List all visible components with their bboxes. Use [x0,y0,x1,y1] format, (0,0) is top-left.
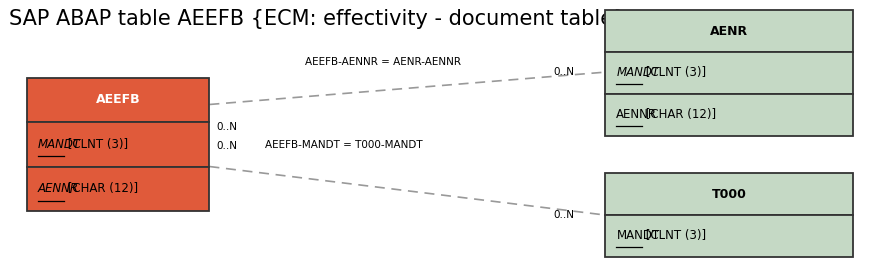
FancyBboxPatch shape [27,122,209,166]
FancyBboxPatch shape [605,215,853,257]
Text: AENNR: AENNR [38,182,79,195]
FancyBboxPatch shape [27,166,209,211]
Text: MANDT: MANDT [617,230,659,243]
FancyBboxPatch shape [27,78,209,122]
Text: MANDT: MANDT [38,138,81,151]
Text: AENNR: AENNR [617,108,658,121]
Text: [CLNT (3)]: [CLNT (3)] [643,230,706,243]
Text: [CLNT (3)]: [CLNT (3)] [64,138,128,151]
Text: AEEFB-AENNR = AENR-AENNR: AEEFB-AENNR = AENR-AENNR [306,57,462,67]
Text: 0..N: 0..N [554,67,575,77]
FancyBboxPatch shape [605,52,853,94]
Text: [CHAR (12)]: [CHAR (12)] [643,108,717,121]
Text: AENR: AENR [710,25,748,37]
Text: AEEFB-MANDT = T000-MANDT: AEEFB-MANDT = T000-MANDT [266,140,423,150]
Text: T000: T000 [712,188,746,201]
Text: [CLNT (3)]: [CLNT (3)] [643,66,706,79]
Text: 0..N: 0..N [216,122,238,133]
FancyBboxPatch shape [605,94,853,136]
Text: 0..N: 0..N [554,210,575,220]
Text: MANDT: MANDT [617,66,659,79]
FancyBboxPatch shape [605,10,853,52]
Text: AEEFB: AEEFB [96,93,140,106]
FancyBboxPatch shape [605,173,853,215]
Text: SAP ABAP table AEEFB {ECM: effectivity - document table}: SAP ABAP table AEEFB {ECM: effectivity -… [10,9,627,29]
Text: 0..N: 0..N [216,141,238,151]
Text: [CHAR (12)]: [CHAR (12)] [64,182,138,195]
